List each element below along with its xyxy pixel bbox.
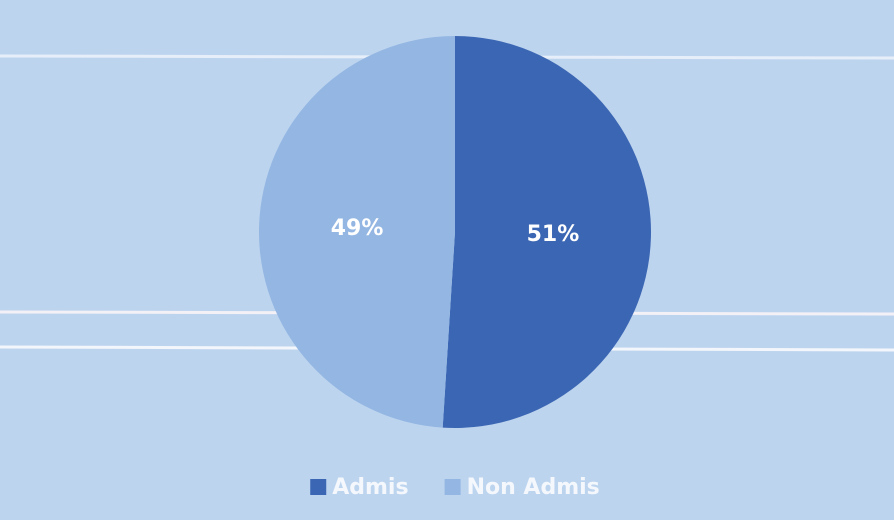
value-label: 51%	[527, 222, 580, 247]
legend-swatch	[310, 479, 327, 495]
legend-text: Admis	[332, 475, 408, 500]
legend: Admis Non Admis	[310, 475, 600, 500]
legend-item: Non Admis	[444, 475, 600, 500]
legend-swatch	[444, 479, 461, 495]
legend-item: Admis	[310, 475, 409, 500]
pie-slice	[442, 36, 652, 428]
legend-text: Non Admis	[467, 475, 600, 500]
pie: 51% 49%	[259, 36, 652, 428]
value-label: 49%	[331, 216, 384, 241]
pie-slice	[259, 36, 455, 428]
